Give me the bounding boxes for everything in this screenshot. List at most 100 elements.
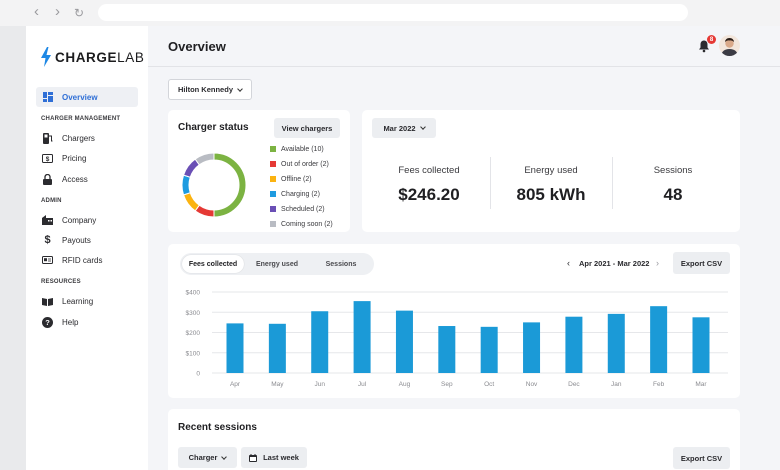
app-window: CHARGELAB Overview CHARGER MANAGEMENT Ch… (26, 26, 780, 470)
y-tick-label: $300 (186, 310, 201, 317)
help-icon: ? (42, 316, 53, 328)
sidebar-item-overview[interactable]: Overview (36, 87, 138, 107)
legend-label: Out of order (2) (281, 160, 329, 168)
bar-mar[interactable] (692, 317, 710, 373)
brand-logo[interactable]: CHARGELAB (40, 46, 144, 68)
sidebar-item-payouts[interactable]: $ Payouts (36, 230, 138, 250)
fees-collected-value: $246.20 (398, 185, 460, 204)
x-tick-label: May (271, 381, 284, 388)
bar-jul[interactable] (353, 301, 371, 373)
x-tick-label: Jan (611, 381, 622, 388)
y-tick-label: $400 (186, 290, 201, 297)
chevron-down-icon (237, 85, 243, 92)
energy-used-label: Energy used (524, 165, 578, 176)
fees-bar-chart: $400 $300 $200 $100 0 Apr May Jun Jul Aug Sep Oct No… (186, 290, 728, 388)
header-divider (148, 66, 780, 67)
bar-aug[interactable] (395, 310, 413, 373)
legend-item: Charging (2) (270, 189, 320, 199)
section-title-resources: RESOURCES (41, 279, 81, 285)
previous-range-icon[interactable]: ‹ (567, 258, 570, 268)
metric-tabs: Fees collected Energy used Sessions (180, 253, 374, 275)
bar-feb[interactable] (650, 306, 668, 373)
date-range: Apr 2021 - Mar 2022 (579, 259, 650, 268)
sidebar-item-chargers[interactable]: Chargers (36, 128, 138, 148)
x-tick-label: Jun (314, 381, 325, 388)
donut-slice (182, 192, 201, 212)
brand-name: CHARGELAB (55, 49, 145, 65)
bell-icon[interactable] (696, 38, 712, 54)
sidebar-item-pricing[interactable]: $ Pricing (36, 148, 138, 168)
summary-stats-card: Mar 2022 Fees collected $246.20 Energy u… (362, 110, 740, 232)
sidebar-item-label: Company (62, 215, 97, 225)
x-tick-label: Oct (484, 381, 494, 388)
sidebar-item-rfid-cards[interactable]: RFID cards (36, 250, 138, 270)
sessions-label: Sessions (653, 165, 693, 176)
period-filter[interactable]: Last week (241, 447, 307, 468)
sidebar-item-label: Overview (62, 92, 98, 102)
next-range-icon[interactable]: › (656, 258, 659, 268)
month-select[interactable]: Mar 2022 (372, 118, 436, 138)
legend-item: Available (10) (270, 144, 324, 154)
legend-item: Coming soon (2) (270, 219, 333, 229)
legend-swatch (270, 161, 276, 167)
tab-energy-used[interactable]: Energy used (255, 260, 298, 268)
charger-filter[interactable]: Charger (178, 447, 237, 468)
reload-icon[interactable]: ↻ (74, 6, 85, 20)
location-select[interactable]: Hilton Kennedy (168, 79, 252, 100)
notification-badge: 8 (707, 35, 716, 44)
x-tick-label: Mar (695, 381, 707, 388)
bar-may[interactable] (268, 323, 286, 373)
x-tick-label: Aug (399, 381, 411, 388)
back-icon[interactable]: ‹ (34, 3, 39, 20)
bar-oct[interactable] (480, 326, 498, 373)
charger-icon (42, 132, 53, 144)
x-tick-label: Feb (653, 381, 665, 388)
legend-label: Offline (2) (281, 175, 312, 183)
fees-collected-label: Fees collected (398, 165, 460, 176)
avatar[interactable] (719, 35, 740, 56)
legend-swatch (270, 221, 276, 227)
tab-sessions[interactable]: Sessions (325, 260, 357, 268)
legend-label: Scheduled (2) (281, 205, 325, 213)
status-donut-chart (181, 152, 247, 218)
chevron-down-icon (419, 124, 426, 130)
stat-divider (612, 157, 613, 209)
bar-dec[interactable] (565, 316, 583, 373)
price-tag-icon: $ (42, 153, 53, 164)
sidebar-item-label: Learning (62, 296, 94, 306)
recent-sessions-card: Recent sessions Charger Last week Export… (168, 409, 740, 470)
x-tick-label: Apr (230, 381, 241, 388)
bar-apr[interactable] (226, 323, 244, 373)
chevron-down-icon (221, 453, 228, 460)
tab-fees-collected[interactable]: Fees collected (182, 255, 244, 273)
forward-icon[interactable]: › (55, 3, 60, 20)
sidebar-item-company[interactable]: Company (36, 210, 138, 230)
export-csv-button[interactable]: Export CSV (673, 252, 730, 274)
export-sessions-csv-button[interactable]: Export CSV (673, 447, 730, 469)
charger-filter-value: Charger (188, 453, 218, 462)
sidebar-item-label: Pricing (62, 153, 87, 163)
section-title-admin: ADMIN (41, 198, 62, 204)
y-tick-label: $100 (186, 350, 201, 357)
legend-swatch (270, 206, 276, 212)
sidebar-item-access[interactable]: Access (36, 169, 138, 189)
donut-slice (194, 152, 215, 166)
bar-nov[interactable] (523, 322, 541, 373)
month-select-value: Mar 2022 (383, 123, 416, 133)
sidebar-item-learning[interactable]: Learning (36, 291, 138, 311)
legend-label: Charging (2) (281, 190, 320, 198)
legend-item: Scheduled (2) (270, 204, 325, 214)
bar-jun[interactable] (311, 311, 329, 373)
period-filter-value: Last week (263, 453, 299, 462)
view-chargers-button[interactable]: View chargers (274, 118, 340, 138)
building-icon (42, 215, 53, 226)
donut-slice (181, 174, 191, 196)
recent-sessions-title: Recent sessions (178, 422, 257, 433)
y-tick-label: 0 (196, 371, 200, 378)
address-bar[interactable] (98, 4, 688, 21)
x-tick-label: Sep (441, 381, 453, 388)
sidebar-item-help[interactable]: ? Help (36, 312, 138, 332)
bar-jan[interactable] (607, 313, 625, 373)
bar-sep[interactable] (438, 326, 456, 373)
stat-divider (490, 157, 491, 209)
